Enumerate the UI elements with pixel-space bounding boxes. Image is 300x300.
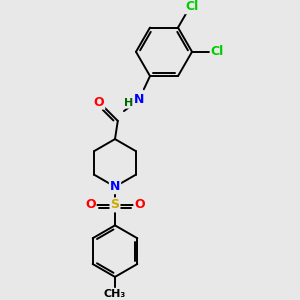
Text: Cl: Cl — [211, 45, 224, 58]
Text: S: S — [110, 198, 119, 212]
Text: Cl: Cl — [185, 0, 199, 13]
Text: N: N — [134, 93, 144, 106]
Text: N: N — [110, 180, 120, 193]
Text: CH₃: CH₃ — [104, 289, 126, 299]
Text: H: H — [124, 98, 133, 108]
Text: O: O — [94, 96, 104, 109]
Text: O: O — [85, 198, 96, 212]
Text: O: O — [134, 198, 145, 212]
